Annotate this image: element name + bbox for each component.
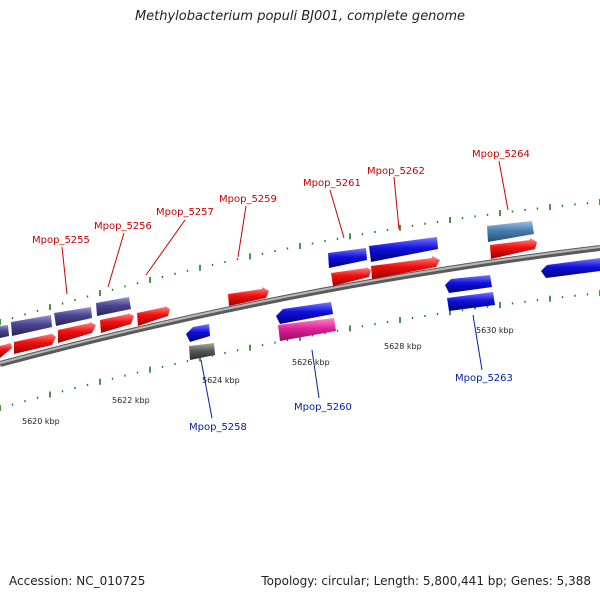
gene-label: Mpop_5258 (189, 422, 247, 433)
leader-line (61, 246, 68, 295)
gene-label: Mpop_5262 (367, 166, 425, 177)
leader-line (107, 232, 125, 288)
genome-stats-text: Topology: circular; Length: 5,800,441 bp… (261, 574, 591, 588)
gene-forward (14, 333, 56, 354)
leader-line (237, 205, 247, 258)
gene-label: Mpop_5263 (455, 373, 513, 384)
leader-line (498, 160, 509, 211)
leader-line (145, 219, 186, 276)
gene-forward (137, 306, 170, 326)
kbp-label: 5622 kbp (112, 396, 150, 405)
kbp-label: 5624 kbp (202, 376, 240, 385)
gene-forward (228, 287, 269, 306)
gene-steel (487, 221, 534, 242)
forward-strand-outer (0, 238, 537, 358)
accession-text: Accession: NC_010725 (9, 574, 146, 588)
gene-reverse (276, 302, 333, 324)
gene-forward (371, 256, 440, 279)
gene-reverse (186, 324, 210, 342)
gene-dark (54, 307, 92, 326)
gene-label: Mpop_5256 (94, 221, 152, 232)
gene-label: Mpop_5261 (303, 178, 361, 189)
gene-reverse (328, 248, 367, 268)
tick-track-outer (0, 199, 600, 325)
kbp-label: 5620 kbp (22, 417, 60, 426)
gene-reverse (447, 292, 495, 311)
kbp-label-group: 5620 kbp 5622 kbp 5624 kbp 5626 kbp 5628… (22, 326, 514, 426)
kbp-label: 5630 kbp (476, 326, 514, 335)
kbp-label: 5626 kbp (292, 358, 330, 367)
leader-line (472, 314, 483, 371)
gene-forward (331, 267, 371, 286)
gene-reverse (541, 258, 600, 278)
reverse-strand-inner (186, 258, 600, 360)
gene-dark (96, 297, 131, 316)
gene-label: Mpop_5257 (156, 207, 214, 218)
label-leaders (61, 160, 509, 419)
gene-forward (490, 238, 537, 259)
gene-label: Mpop_5255 (32, 235, 90, 246)
backbone (0, 245, 600, 367)
kbp-label: 5628 kbp (384, 342, 422, 351)
gene-gray (189, 343, 215, 360)
gene-label-group: Mpop_5255 Mpop_5256 Mpop_5257 Mpop_5259 … (32, 149, 530, 433)
gene-label: Mpop_5264 (472, 149, 530, 160)
leader-line (311, 349, 320, 399)
gene-label: Mpop_5259 (219, 194, 277, 205)
gene-forward (0, 343, 12, 358)
forward-strand-upper (0, 221, 534, 338)
leader-line (329, 189, 345, 239)
gene-magenta (278, 318, 336, 341)
gene-forward (100, 313, 134, 333)
map-title: Methylobacterium populi BJ001, complete … (134, 9, 466, 24)
gene-label: Mpop_5260 (294, 402, 352, 413)
gene-reverse (369, 237, 438, 262)
gene-reverse (445, 275, 492, 293)
leader-line (393, 176, 400, 230)
gene-forward (58, 322, 96, 343)
leader-line (200, 359, 213, 419)
gene-dark (11, 315, 52, 336)
gene-dark (0, 325, 9, 338)
tick-track-inner (0, 290, 600, 411)
